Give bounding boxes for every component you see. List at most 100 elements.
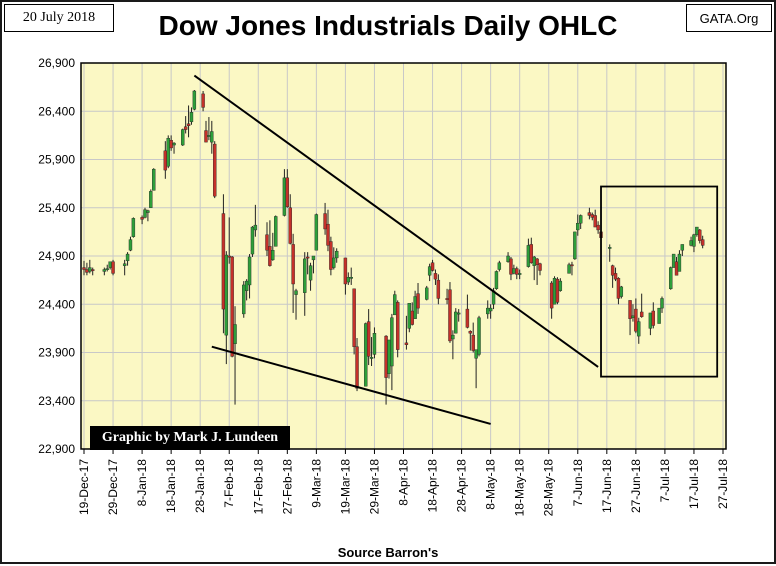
y-tick-label: 25,900 [38,153,75,167]
candle-body-down [613,273,618,280]
y-tick-label: 26,400 [38,104,75,118]
candle-body-up [364,323,368,387]
candle-body-up [427,266,432,276]
candle-body-down [85,269,89,273]
candle-series [82,90,705,405]
y-tick-label: 23,900 [38,346,75,360]
candle [698,228,702,244]
candle [210,120,214,154]
candle-body-up [671,253,676,268]
lower-trend-line [211,345,491,425]
candle [578,214,583,229]
x-tick-label: 17-Feb-18 [251,459,265,515]
candle-body-down [698,229,702,241]
candle-body-down [140,217,144,220]
candle-body-up [189,112,194,123]
candle-body-up [494,271,499,290]
candle [671,253,676,268]
candle [105,264,109,272]
candle-body-down [395,302,400,350]
candle [305,252,310,275]
candle [488,304,493,319]
candle-body-down [265,234,269,251]
candle-body-down [433,273,438,280]
candle-body-down [326,223,330,246]
candle [323,202,327,235]
candle [634,298,638,334]
candle [271,232,275,261]
candle [425,285,429,301]
candle-body-up [128,239,133,251]
candle-body-down [587,212,592,216]
candle-body-down [436,279,441,299]
candle-body-up [413,296,417,319]
x-tick-label: 27-Jul-18 [716,459,730,509]
candle-body-down [169,139,173,149]
candle-body-up [689,240,693,246]
candle-body-up [506,255,510,262]
candle-body-up [456,312,461,315]
candle [558,278,563,292]
candle-body-up [407,303,412,329]
candle-body-up [131,218,136,237]
candle [570,261,574,276]
y-tick-label: 26,900 [38,56,75,70]
candle-body-up [244,280,249,291]
candle-body-up [660,298,664,309]
candle [395,300,400,358]
candle [303,252,307,316]
candle-body-down [610,265,615,276]
author-credit: Graphic by Mark J. Lundeen [90,426,290,450]
candle-body-up [477,317,481,355]
candle-body-up [166,138,170,167]
candle [227,217,231,264]
candle [183,116,188,134]
x-tick-label: 29-Dec-17 [106,459,120,515]
candle-body-down [529,244,533,263]
candle [471,322,475,353]
candle-body-up [695,226,699,235]
y-tick-label: 24,900 [38,249,75,263]
candle [436,274,441,305]
candle-body-up [192,90,197,110]
candle [637,317,641,344]
x-tick-label: 17-Jul-18 [687,459,701,509]
candle-body-down [329,241,333,270]
candle-body-up [387,339,391,374]
candle [404,315,409,350]
candle-body-down [183,126,188,130]
candle-body-up [425,287,429,300]
candle-body-up [125,253,130,262]
highlight-box [600,185,719,378]
candle-body-down [634,308,638,332]
candle [700,235,705,249]
candle [639,293,644,318]
candle [364,322,368,387]
x-tick-label: 19-Dec-17 [77,459,91,515]
candle-body-up [271,250,275,261]
candle [308,262,313,291]
candle-body-down [471,334,475,351]
candle-body-up [349,277,353,279]
candle-body-up [608,247,612,249]
candle [213,141,217,199]
candle-body-down [366,321,371,357]
candle-body-up [149,191,153,208]
candle-body-down [616,277,621,299]
candle [329,236,333,276]
x-tick-label: 8-Jan-18 [135,459,149,507]
chart-title: Dow Jones Industrials Daily OHLC [158,10,618,41]
candle-body-down [468,331,473,334]
candle [576,214,580,236]
candle-body-down [82,267,86,270]
candle-body-down [186,123,191,126]
candle [552,276,557,305]
candle [128,236,133,252]
candle-body-up [210,131,214,143]
candle [111,259,115,276]
candle-body-up [334,250,339,259]
candle-body-up [692,234,696,247]
x-tick-label: 7-Feb-18 [222,459,236,508]
candle-body-up [122,263,127,266]
